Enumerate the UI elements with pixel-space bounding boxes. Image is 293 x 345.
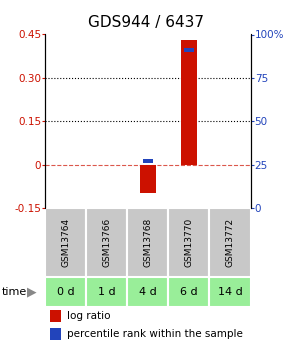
Text: 0 d: 0 d	[57, 287, 75, 297]
Bar	[127, 208, 168, 277]
Text: GSM13768: GSM13768	[144, 218, 152, 267]
Bar	[45, 277, 86, 307]
Bar	[127, 277, 168, 307]
Text: GSM13770: GSM13770	[185, 218, 193, 267]
Text: 6 d: 6 d	[180, 287, 198, 297]
Bar	[143, 159, 153, 163]
Text: 1 d: 1 d	[98, 287, 116, 297]
Bar	[184, 48, 194, 52]
Text: GSM13764: GSM13764	[62, 218, 70, 267]
Text: GDS944 / 6437: GDS944 / 6437	[88, 15, 205, 30]
Text: time: time	[1, 287, 27, 297]
Text: log ratio: log ratio	[67, 311, 110, 321]
Bar	[181, 40, 197, 165]
Text: 14 d: 14 d	[218, 287, 242, 297]
Bar	[45, 208, 86, 277]
Text: ▶: ▶	[27, 286, 37, 298]
Bar	[209, 208, 251, 277]
Text: percentile rank within the sample: percentile rank within the sample	[67, 328, 243, 338]
Bar	[50, 310, 61, 323]
Bar	[86, 208, 127, 277]
Text: 4 d: 4 d	[139, 287, 157, 297]
Bar	[168, 208, 209, 277]
Bar	[140, 165, 156, 194]
Text: GSM13772: GSM13772	[226, 218, 234, 267]
Bar	[50, 328, 61, 340]
Bar	[86, 277, 127, 307]
Bar	[168, 277, 209, 307]
Text: GSM13766: GSM13766	[103, 218, 111, 267]
Bar	[209, 277, 251, 307]
